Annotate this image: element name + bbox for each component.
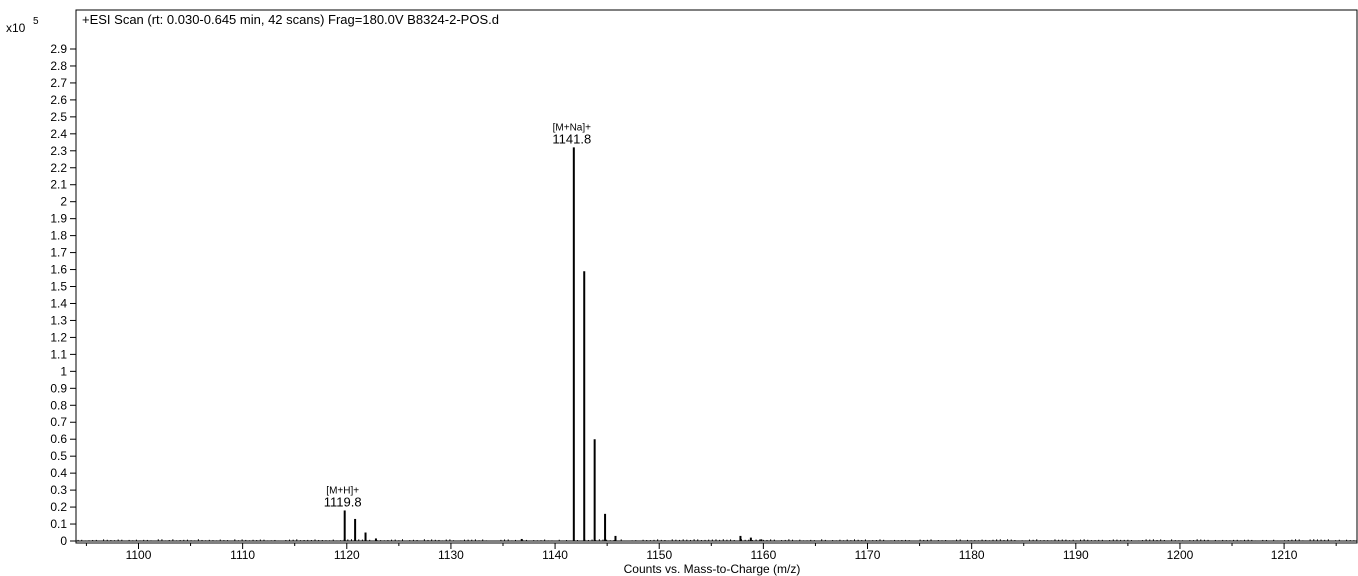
y-tick-label: 0.8 [50,398,67,412]
x-tick-label: 1180 [959,548,985,562]
y-tick-label: 1.6 [50,263,67,277]
y-tick-label: 1.7 [50,246,67,260]
y-tick-label: 2.6 [50,93,67,107]
y-tick-label: 0.5 [50,449,67,463]
y-tick-label: 1.8 [50,229,67,243]
peaks [343,147,763,541]
x-tick-label: 1110 [230,548,255,562]
y-tick-label: 2.3 [50,144,67,158]
x-tick-label: 1120 [334,548,360,562]
baseline-noise [76,539,1357,542]
peak-mz-label: 1141.8 [552,131,591,146]
peak-ion-label: [M+Na]+ [553,122,592,133]
y-tick-label: 1.4 [50,296,67,310]
y-tick-label: 0.1 [50,517,67,531]
x-tick-label: 1160 [750,548,776,562]
y-tick-label: 2.4 [50,127,67,141]
x-tick-label: 1130 [438,548,464,562]
y-tick-label: 2.1 [50,178,67,192]
x-axis-ticks: 1100 1110 1120 1130 1140 1150 1160 1170 1180 1190… [85,543,1337,562]
plot-frame [75,9,1358,544]
y-tick-label: 1 [60,364,67,378]
x-tick-label: 1150 [646,548,672,562]
y-tick-label: 1.9 [50,212,67,226]
x-tick-label: 1170 [855,548,881,562]
y-tick-label: 1.5 [50,280,67,294]
y-tick-label: 2.9 [50,42,67,56]
x-tick-label: 1190 [1063,548,1089,562]
y-tick-label: 1.3 [50,313,67,327]
x-tick-label: 1140 [542,548,568,562]
y-tick-label: 0.6 [50,432,67,446]
x-axis-label: Counts vs. Mass-to-Charge (m/z) [624,562,801,576]
y-tick-label: 0 [60,534,67,548]
peak-mz-label: 1119.8 [324,494,362,509]
y-tick-label: 1.2 [50,330,67,344]
y-tick-label: 2.7 [50,76,67,90]
y-tick-label: 2.8 [50,59,67,73]
y-tick-label: 0.3 [50,483,67,497]
y-tick-label: 2.2 [50,161,67,175]
y-tick-label: 0.4 [50,466,67,480]
y-tick-label: 0.9 [50,381,67,395]
peak-ion-label: [M+H]+ [326,485,359,496]
y-tick-label: 2.5 [50,110,67,124]
x-tick-label: 1200 [1167,548,1194,562]
x-tick-label: 1100 [126,548,152,562]
x-tick-label: 1210 [1271,548,1298,562]
y-multiplier-exponent: 5 [33,16,39,27]
chart-title: +ESI Scan (rt: 0.030-0.645 min, 42 scans… [82,12,499,27]
y-multiplier-base: x10 [6,21,26,35]
y-tick-label: 2 [60,195,67,209]
peak-annotations: [M+H]+1119.8 [M+Na]+1141.8 [324,122,591,509]
y-tick-label: 1.1 [50,347,67,361]
y-tick-label: 0.7 [50,415,67,429]
y-axis-ticks: 0 0.1 0.2 0.3 0.4 0.5 0.6 0.7 0.8 0.9 1 1.1 1.2 1.3 1.… [50,42,76,548]
y-tick-label: 0.2 [50,500,67,514]
